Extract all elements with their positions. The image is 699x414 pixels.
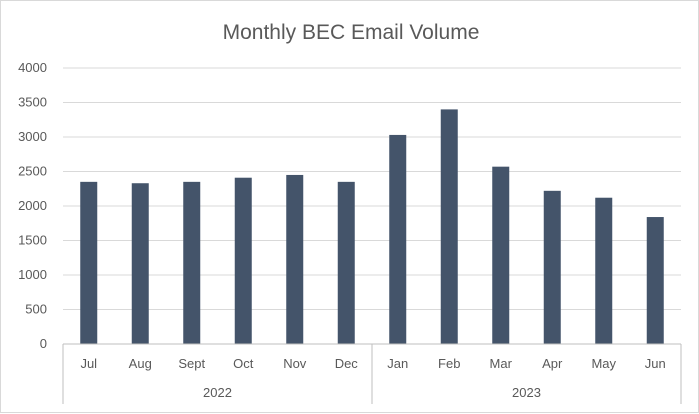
x-tick-label: Dec: [335, 356, 359, 371]
y-tick-label: 2000: [18, 198, 47, 213]
y-tick-label: 0: [40, 336, 47, 351]
y-tick-label: 500: [25, 302, 47, 317]
x-tick-label: Jun: [645, 356, 666, 371]
group-label-2022: 2022: [203, 385, 232, 400]
bars: [80, 109, 664, 345]
gridlines: [63, 67, 681, 310]
x-tick-label: Jul: [80, 356, 97, 371]
bar-jun: [646, 217, 664, 344]
bar-oct: [234, 177, 252, 344]
bar-aug: [131, 183, 149, 344]
x-tick-label: Nov: [283, 356, 307, 371]
x-axis: Jul Aug Sept Oct Nov Dec Jan Feb Mar Apr May Jun 202…: [62, 343, 682, 404]
y-tick-label: 3500: [18, 95, 47, 110]
x-tick-label: Oct: [233, 356, 254, 371]
x-tick-label: Sept: [178, 356, 205, 371]
group-label-2023: 2023: [512, 385, 541, 400]
bar-sept: [183, 181, 201, 344]
bar-dec: [337, 181, 355, 344]
x-tick-label: Aug: [129, 356, 152, 371]
x-tick-label: Apr: [542, 356, 563, 371]
bar-feb: [440, 109, 458, 345]
bar-mar: [492, 166, 510, 344]
x-tick-label: Mar: [490, 356, 513, 371]
y-tick-label: 1500: [18, 233, 47, 248]
x-tick-label: Feb: [438, 356, 460, 371]
bar-nov: [286, 174, 304, 344]
y-axis: 0 500 1000 1500 2000 2500 3000 3500 4000: [18, 60, 47, 351]
chart-title: Monthly BEC Email Volume: [223, 21, 480, 44]
x-tick-label: Jan: [387, 356, 408, 371]
bar-apr: [543, 190, 561, 344]
y-tick-label: 3000: [18, 129, 47, 144]
bar-jul: [80, 181, 98, 344]
y-tick-label: 2500: [18, 164, 47, 179]
x-tick-label: May: [591, 356, 616, 371]
y-tick-label: 4000: [18, 60, 47, 75]
y-tick-label: 1000: [18, 267, 47, 282]
bar-may: [595, 197, 613, 344]
bar-jan: [389, 134, 407, 344]
